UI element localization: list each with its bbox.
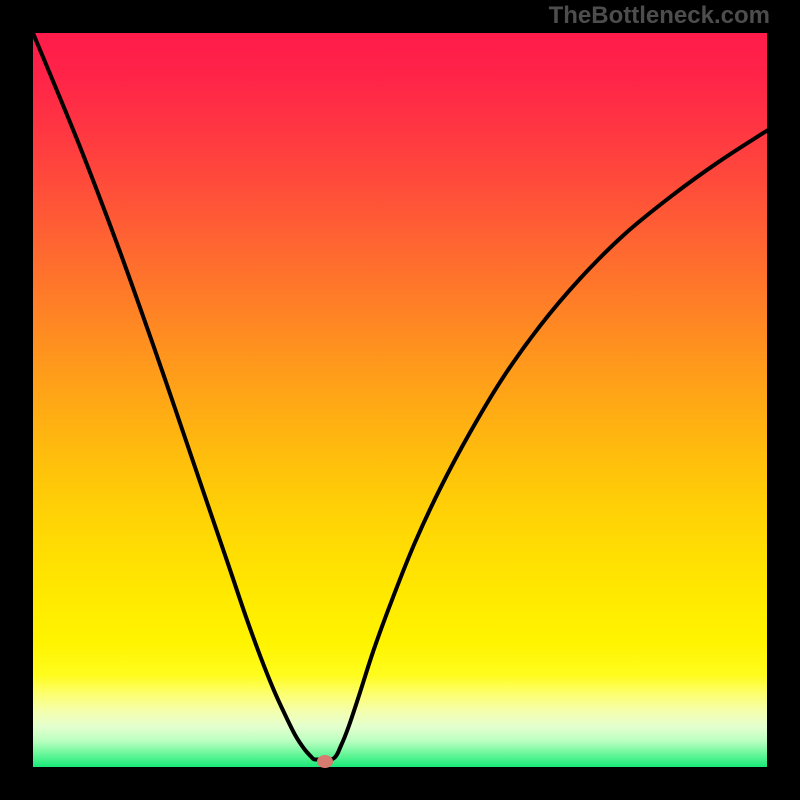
watermark-text: TheBottleneck.com [549,2,770,30]
bottleneck-curve [33,33,767,767]
optimum-marker [317,755,333,768]
plot-area [33,33,767,767]
chart-canvas: TheBottleneck.com [0,0,800,800]
